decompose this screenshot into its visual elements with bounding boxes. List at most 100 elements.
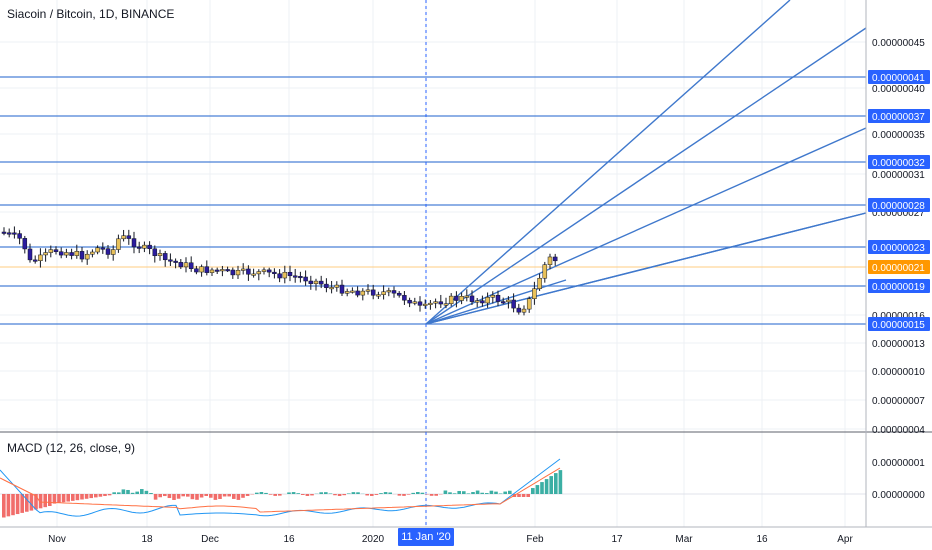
candlesticks (1, 226, 558, 316)
macd-histogram-bar (485, 493, 489, 494)
candle-body (261, 269, 267, 272)
macd-histogram-bar (535, 485, 540, 494)
macd-histogram-bar (48, 494, 52, 506)
candle-body (142, 244, 147, 249)
candle-body (110, 249, 116, 255)
candle-body (194, 268, 199, 273)
candle-body (64, 252, 69, 256)
macd-histogram-bar (158, 494, 162, 498)
macd-histogram-bar (204, 494, 208, 497)
candle-body (506, 299, 511, 303)
macd-histogram-bar (370, 494, 374, 496)
candle-body (282, 271, 288, 279)
candle-body (526, 298, 532, 310)
candle-body (324, 283, 329, 289)
candle-body (1, 231, 7, 234)
candle-body (214, 269, 220, 272)
candle-body (43, 252, 48, 256)
candle-body (95, 247, 100, 253)
candle-body (230, 269, 236, 276)
candle-body (490, 294, 496, 298)
macd-histogram-bar (531, 488, 535, 494)
price-labels: 0.00000041 0.00000037 0.00000032 0.00000028… (868, 70, 930, 331)
macd-histogram-bar (544, 479, 549, 494)
y-tick-label: 0.00000007 (872, 396, 925, 407)
macd-histogram-bar (374, 494, 379, 495)
candle-body (17, 233, 22, 239)
candle-body (381, 291, 386, 295)
candle-body (100, 247, 106, 250)
macd-histogram-bar (66, 494, 70, 502)
macd-histogram-bar (554, 473, 558, 494)
macd-histogram-bar (540, 482, 544, 494)
candle-body (448, 295, 454, 304)
level-price-label-bg (868, 240, 930, 254)
x-tick-label: 2020 (362, 534, 385, 545)
candle-body (27, 248, 33, 261)
macd-histogram-bar (94, 494, 98, 498)
macd-histogram-bar (434, 494, 438, 496)
macd-histogram-bar (475, 490, 480, 494)
level-price-label-bg (868, 70, 930, 84)
macd-histogram-bar (98, 494, 103, 497)
candle-body (391, 290, 397, 294)
macd-histogram-bar (411, 492, 415, 494)
candle-body (131, 238, 137, 248)
macd-histogram-bar (181, 494, 185, 497)
candle-body (417, 301, 423, 306)
candle-body (12, 232, 17, 235)
candle-body (532, 288, 537, 299)
macd-histogram-bar (176, 494, 181, 499)
candle-body (407, 299, 412, 304)
candle-body (485, 297, 490, 304)
x-tick-label: 16 (283, 534, 295, 545)
macd-histogram-bar (195, 494, 199, 500)
candle-body (32, 259, 38, 262)
macd-histogram-bar (489, 490, 494, 494)
macd-histogram-bar (80, 494, 84, 500)
candle-body (272, 271, 277, 275)
macd-histogram-bar (38, 494, 43, 509)
candle-body (136, 246, 142, 249)
candle-body (355, 290, 360, 296)
candle-body (344, 291, 350, 294)
level-price-label: 0.00000019 (872, 282, 925, 293)
level-price-label: 0.00000028 (872, 201, 925, 212)
macd-histogram-bar (296, 493, 300, 494)
x-tick-label: Nov (48, 534, 66, 545)
macd-histogram-bar (103, 494, 107, 497)
fan-line (425, 212, 867, 325)
macd-histogram-bar (521, 494, 526, 497)
macd-histogram-bar (324, 492, 328, 494)
level-price-label-bg (868, 198, 930, 212)
macd-histogram-bar (273, 494, 277, 496)
macd-histogram-bar (255, 492, 259, 494)
candle-body (287, 271, 293, 277)
y-tick-label: 0.00000045 (872, 38, 925, 49)
macd-histogram-bar (558, 470, 563, 494)
macd-histogram-bar (457, 490, 461, 494)
current-price-label: 0.00000021 (872, 263, 925, 274)
candle-body (547, 256, 553, 265)
candle-body (376, 294, 381, 297)
macd-histogram-bar (135, 491, 139, 494)
macd-histogram-bar (236, 494, 241, 500)
y-tick-label: 0.00000016 (872, 311, 925, 322)
macd-histogram-bar (420, 492, 425, 494)
candle-body (90, 251, 95, 255)
candle-body (474, 300, 480, 303)
candle-body (537, 277, 542, 289)
level-price-label: 0.00000023 (872, 243, 925, 254)
macd-histogram-bar (337, 494, 342, 496)
macd-histogram-bar (29, 494, 34, 511)
macd-histogram-bar (328, 493, 333, 494)
macd-histogram-bar (222, 494, 227, 497)
candle-body (162, 253, 168, 261)
grid (0, 0, 932, 527)
macd-histogram-bar (190, 494, 195, 500)
fan-line (425, 127, 867, 325)
candle-body (386, 290, 392, 293)
candle-body (235, 270, 241, 276)
